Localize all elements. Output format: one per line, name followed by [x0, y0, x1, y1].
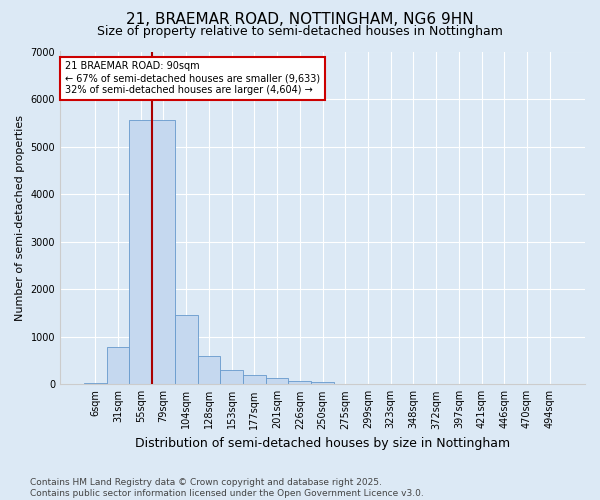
Bar: [243, 375, 266, 384]
Bar: [311, 382, 334, 384]
Bar: [84, 383, 107, 384]
Bar: [197, 356, 220, 384]
Text: 21 BRAEMAR ROAD: 90sqm
← 67% of semi-detached houses are smaller (9,633)
32% of : 21 BRAEMAR ROAD: 90sqm ← 67% of semi-det…: [65, 62, 320, 94]
Bar: [266, 378, 289, 384]
Text: 21, BRAEMAR ROAD, NOTTINGHAM, NG6 9HN: 21, BRAEMAR ROAD, NOTTINGHAM, NG6 9HN: [126, 12, 474, 28]
Bar: [175, 316, 197, 384]
Bar: [289, 381, 311, 384]
Bar: [130, 120, 152, 384]
Y-axis label: Number of semi-detached properties: Number of semi-detached properties: [15, 115, 25, 321]
Bar: [152, 120, 175, 384]
Bar: [107, 346, 130, 385]
Bar: [220, 370, 243, 384]
Text: Size of property relative to semi-detached houses in Nottingham: Size of property relative to semi-detach…: [97, 25, 503, 38]
X-axis label: Distribution of semi-detached houses by size in Nottingham: Distribution of semi-detached houses by …: [135, 437, 510, 450]
Text: Contains HM Land Registry data © Crown copyright and database right 2025.
Contai: Contains HM Land Registry data © Crown c…: [30, 478, 424, 498]
